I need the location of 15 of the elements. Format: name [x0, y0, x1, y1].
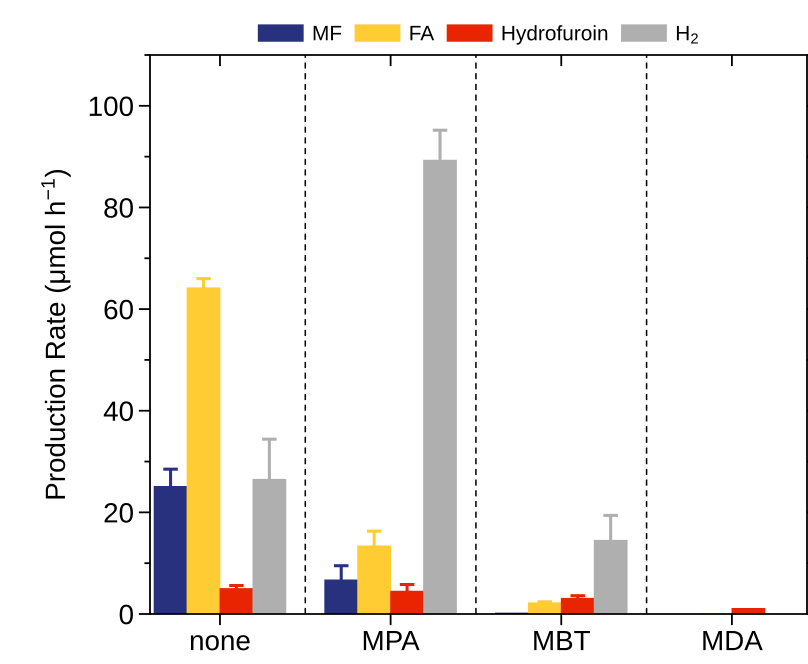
legend-label: MF	[314, 26, 342, 40]
x-tick-label: MPA	[364, 630, 420, 650]
x-tick-label: none	[190, 635, 250, 650]
legend-label: FA	[410, 26, 434, 40]
y-tick-label: 60	[104, 300, 133, 320]
y-axis-title: Production Rate (μmol h$^{−1}$)	[41, 170, 71, 498]
y-tick-label: 0	[120, 604, 133, 624]
y-tick-label: 80	[104, 198, 133, 218]
y-tick-label: 100	[90, 96, 133, 116]
x-tick-label: MDA	[703, 630, 763, 650]
legend-label: Hydrofuroin	[502, 25, 608, 45]
y-tick-label: 20	[104, 503, 133, 523]
x-tick-label: MBT	[534, 630, 590, 650]
y-tick-label: 40	[104, 401, 133, 422]
legend-label: H$_{2}$	[676, 26, 698, 44]
